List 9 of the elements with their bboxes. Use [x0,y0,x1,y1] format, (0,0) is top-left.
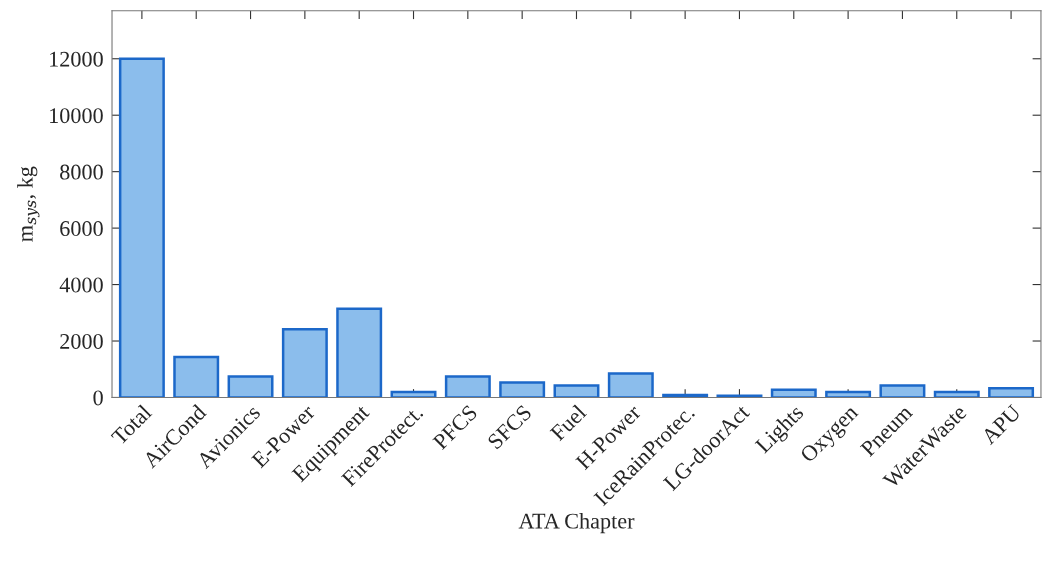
x-axis-title: ATA Chapter [518,512,635,534]
y-tick-label: 12000 [50,51,103,67]
y-tick-label: 10000 [50,108,103,124]
y-tick-label: 4000 [59,277,103,293]
y-tick-label: 6000 [60,221,103,237]
y-tick-label: 8000 [60,164,103,180]
y-tick-label: 2000 [60,333,103,349]
y-axis-title: m$_{sys}$, kg [17,166,40,242]
y-tick-label: 0 [93,390,103,406]
